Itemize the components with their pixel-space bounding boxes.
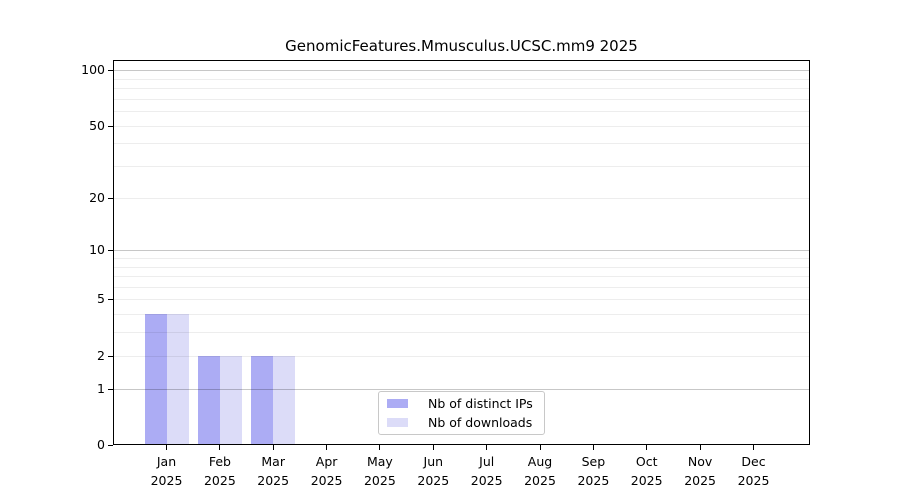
- x-tick: [486, 445, 488, 450]
- y-tick-label: 5: [97, 291, 105, 307]
- y-tick-label: 0: [97, 437, 105, 452]
- y-tick-label: 100: [81, 62, 105, 77]
- y-tick: [108, 250, 113, 252]
- y-tick: [108, 197, 113, 199]
- y-tick-label: 1: [97, 380, 105, 396]
- legend: Nb of distinct IPs Nb of downloads: [378, 391, 545, 435]
- bar-downloads: [273, 355, 296, 444]
- y-gridline-minor: [113, 166, 810, 167]
- x-tick-label: Mar 2025: [257, 454, 290, 488]
- y-gridline-minor: [113, 257, 810, 259]
- bar-distinct-ips: [144, 314, 167, 444]
- y-tick-label: 20: [89, 189, 105, 205]
- y-gridline-minor: [113, 314, 810, 316]
- x-tick: [272, 445, 274, 450]
- x-tick-label: May 2025: [363, 454, 396, 488]
- x-tick-label: Jan 2025: [150, 454, 183, 488]
- x-tick: [753, 445, 754, 450]
- y-gridline-minor: [113, 143, 810, 145]
- y-gridline-major: [113, 250, 810, 252]
- y-gridline-minor: [113, 197, 810, 199]
- x-tick: [166, 445, 167, 450]
- x-tick: [219, 445, 221, 450]
- y-tick-label: 50: [89, 117, 105, 133]
- y-tick: [108, 70, 113, 71]
- x-tick-label: Oct 2025: [630, 454, 663, 488]
- x-tick-label: Jun 2025: [417, 454, 450, 488]
- y-gridline-minor: [113, 78, 810, 80]
- legend-item-downloads: Nb of downloads: [387, 415, 536, 431]
- x-tick-label: Feb 2025: [203, 454, 236, 488]
- legend-item-distinct-ips: Nb of distinct IPs: [387, 396, 536, 412]
- y-tick: [108, 355, 113, 357]
- y-gridline-minor: [113, 276, 810, 277]
- y-tick: [108, 445, 113, 446]
- y-gridline-minor: [113, 87, 810, 89]
- bar-distinct-ips: [197, 355, 220, 444]
- y-tick-label: 2: [97, 347, 105, 363]
- legend-swatch-distinct-ips: [387, 399, 408, 409]
- bar-distinct-ips: [251, 355, 274, 444]
- x-tick-label: Apr 2025: [310, 454, 343, 488]
- chart-title: GenomicFeatures.Mmusculus.UCSC.mm9 2025: [285, 37, 638, 55]
- y-gridline-minor: [113, 111, 810, 112]
- bar-downloads: [166, 314, 189, 444]
- y-gridline-minor: [113, 125, 810, 127]
- x-tick: [539, 445, 541, 450]
- y-gridline-minor: [113, 286, 810, 288]
- x-tick: [646, 445, 648, 450]
- x-tick: [379, 445, 381, 450]
- y-gridline-minor: [113, 98, 810, 100]
- y-tick: [108, 299, 113, 301]
- x-tick: [699, 445, 701, 450]
- y-gridline-minor: [113, 355, 810, 357]
- y-tick: [108, 388, 113, 390]
- y-gridline-minor: [113, 332, 810, 334]
- y-gridline-minor: [113, 266, 810, 268]
- y-gridline-minor: [113, 299, 810, 301]
- x-tick: [592, 445, 594, 450]
- legend-label-downloads: Nb of downloads: [428, 414, 533, 430]
- x-tick: [326, 445, 328, 450]
- x-tick: [432, 445, 434, 450]
- plot-area: 0 1 2 5 10 20 50 100 Jan 2025 Feb 2025 Mar 2025 Apr…: [81, 60, 810, 488]
- x-tick-label: Aug 2025: [524, 454, 556, 488]
- x-tick-label: Sep 2025: [577, 454, 610, 488]
- y-tick-label: 10: [89, 242, 105, 258]
- legend-label-distinct-ips: Nb of distinct IPs: [428, 396, 533, 412]
- y-tick: [108, 125, 113, 127]
- x-tick-label: Dec 2025: [737, 454, 770, 488]
- y-gridline-major: [113, 388, 810, 390]
- x-tick-label: Nov 2025: [684, 454, 716, 488]
- legend-swatch-downloads: [387, 417, 408, 427]
- x-tick-label: Jul 2025: [470, 454, 503, 488]
- y-gridline-major: [113, 70, 810, 71]
- bar-downloads: [219, 355, 242, 444]
